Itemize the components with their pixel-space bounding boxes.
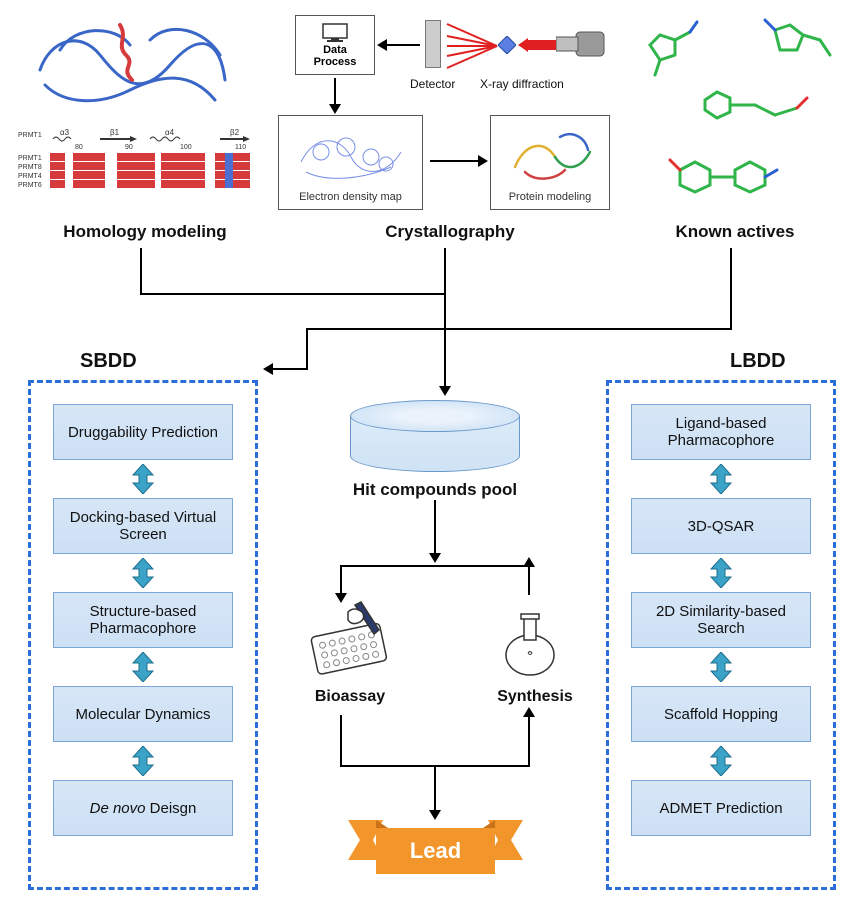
method-label: Ligand-based Pharmacophore [632, 415, 810, 449]
bidirectional-arrow-icon [709, 558, 733, 588]
sbdd-title: SBDD [80, 350, 137, 373]
protein-modeling-label: Protein modeling [509, 191, 592, 203]
svg-text:110: 110 [235, 144, 246, 151]
homology-label: Homology modeling [45, 222, 245, 242]
hit-pool-label: Hit compounds pool [350, 480, 520, 500]
method-box: Docking-based Virtual Screen [53, 498, 233, 554]
crystal-icon [498, 36, 516, 54]
svg-text:90: 90 [125, 144, 133, 151]
data-process-box: DataProcess [295, 15, 375, 75]
bidirectional-arrow-icon [131, 746, 155, 776]
bidirectional-arrow-icon [131, 652, 155, 682]
synthesis-label: Synthesis [480, 688, 590, 706]
method-box: ADMET Prediction [631, 780, 811, 836]
lbdd-title: LBDD [730, 350, 786, 373]
method-box: Structure-based Pharmacophore [53, 592, 233, 648]
bidirectional-arrow-icon [131, 464, 155, 494]
svg-text:PRMT6: PRMT6 [18, 182, 42, 189]
method-label: Scaffold Hopping [664, 706, 778, 723]
lead-ribbon: Lead [348, 820, 523, 882]
homology-protein-art [20, 10, 240, 120]
xray-source-icon [556, 24, 606, 64]
method-label: 3D-QSAR [688, 518, 755, 535]
diffraction-lines [442, 18, 502, 73]
svg-text:β1: β1 [110, 128, 120, 137]
bidirectional-arrow-icon [131, 558, 155, 588]
bidirectional-arrow-icon [709, 652, 733, 682]
synthesis-art [495, 600, 565, 680]
svg-text:100: 100 [180, 144, 192, 151]
method-box: Druggability Prediction [53, 404, 233, 460]
svg-text:80: 80 [75, 144, 83, 151]
protein-modeling-box: Protein modeling [490, 115, 610, 210]
crystallography-label: Crystallography [365, 222, 535, 242]
bioassay-art [300, 600, 395, 680]
svg-text:PRMT1: PRMT1 [18, 155, 42, 162]
known-actives-art [625, 10, 840, 205]
homology-alignment-art: PRMT1 α3 β1 α4 β2 80 90 100 110 PRMT1 PR… [15, 125, 260, 195]
method-label: Structure-based Pharmacophore [54, 603, 232, 637]
known-actives-label: Known actives [660, 222, 810, 242]
method-box: 2D Similarity-based Search [631, 592, 811, 648]
xray-label: X-ray diffraction [480, 77, 564, 91]
method-box: 3D-QSAR [631, 498, 811, 554]
svg-text:PRMT8: PRMT8 [18, 164, 42, 171]
data-process-label: DataProcess [314, 44, 357, 68]
svg-text:α4: α4 [165, 128, 175, 137]
method-label: Docking-based Virtual Screen [54, 509, 232, 543]
method-label: De novo Deisgn [90, 800, 197, 817]
bioassay-label: Bioassay [300, 688, 400, 706]
detector-label: Detector [410, 77, 455, 91]
electron-density-box: Electron density map [278, 115, 423, 210]
method-label: ADMET Prediction [659, 800, 782, 817]
seq-row-label: PRMT1 [18, 132, 42, 139]
lead-label: Lead [348, 838, 523, 864]
bidirectional-arrow-icon [709, 746, 733, 776]
xray-beam-arrow [518, 38, 556, 52]
svg-text:α3: α3 [60, 128, 70, 137]
method-label: 2D Similarity-based Search [632, 603, 810, 637]
method-box: Ligand-based Pharmacophore [631, 404, 811, 460]
method-label: Druggability Prediction [68, 424, 218, 441]
method-label: Molecular Dynamics [75, 706, 210, 723]
svg-text:PRMT4: PRMT4 [18, 173, 42, 180]
svg-text:β2: β2 [230, 128, 240, 137]
electron-density-label: Electron density map [299, 191, 402, 203]
method-box: Scaffold Hopping [631, 686, 811, 742]
method-box: De novo Deisgn [53, 780, 233, 836]
hit-pool-cylinder: Hit compounds pool [350, 400, 520, 500]
bidirectional-arrow-icon [709, 464, 733, 494]
detector-art [425, 20, 441, 68]
method-box: Molecular Dynamics [53, 686, 233, 742]
